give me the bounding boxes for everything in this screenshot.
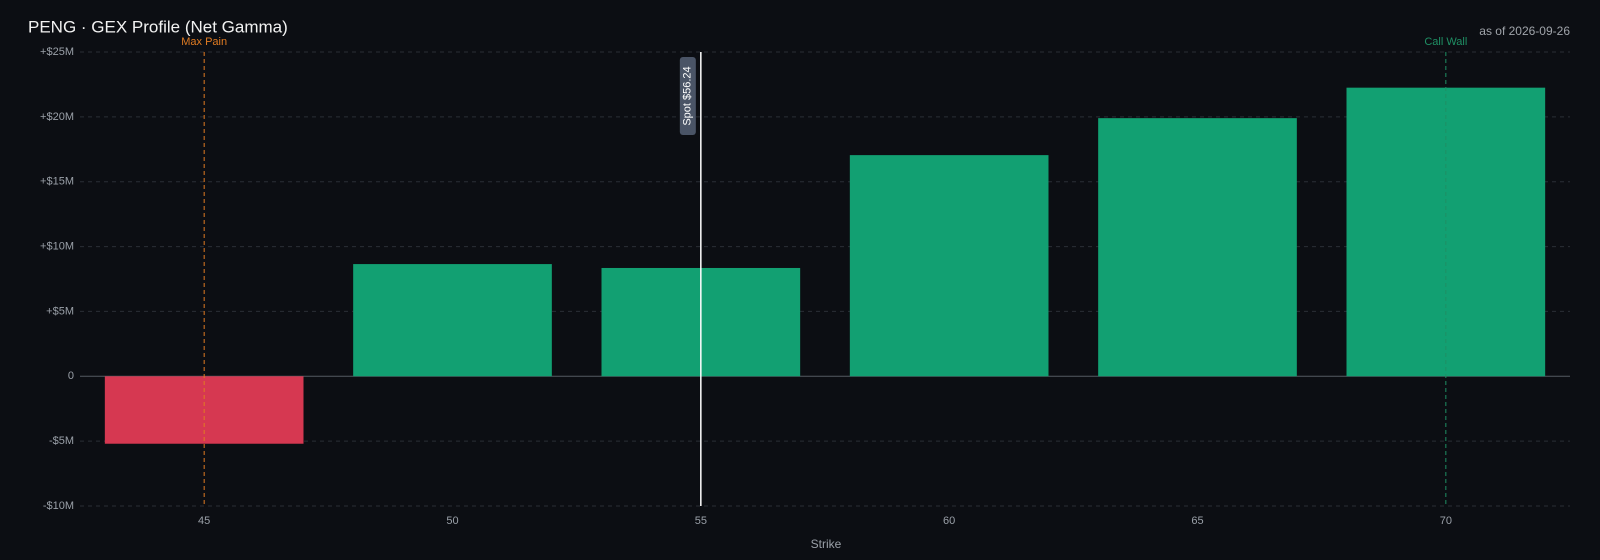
as-of-date: as of 2026-09-26 [1479, 24, 1570, 38]
y-tick-label: +$25M [40, 46, 74, 58]
bar [849, 155, 1049, 377]
x-tick-label: 45 [198, 515, 210, 527]
spot-label: Spot $56.24 [682, 66, 694, 125]
x-tick-label: 65 [1191, 515, 1203, 527]
x-axis-label: Strike [811, 537, 842, 551]
x-tick-label: 70 [1440, 515, 1452, 527]
chart-title: PENG · GEX Profile (Net Gamma) [28, 17, 288, 36]
y-tick-label: -$5M [49, 435, 74, 447]
bar [1098, 118, 1297, 377]
x-tick-label: 50 [446, 515, 458, 527]
y-tick-label: +$5M [46, 305, 74, 317]
spot-label-box [679, 57, 696, 135]
y-tick-label: +$20M [40, 111, 74, 123]
marker-label: Max Pain [181, 36, 227, 48]
y-tick-label: 0 [68, 370, 74, 382]
y-tick-label: -$10M [43, 500, 74, 512]
y-tick-label: +$10M [40, 240, 74, 252]
y-tick-label: +$15M [40, 176, 74, 188]
marker-label: Call Wall [1424, 36, 1467, 48]
x-tick-label: 60 [943, 515, 955, 527]
x-tick-label: 55 [695, 515, 707, 527]
bar [353, 264, 552, 377]
